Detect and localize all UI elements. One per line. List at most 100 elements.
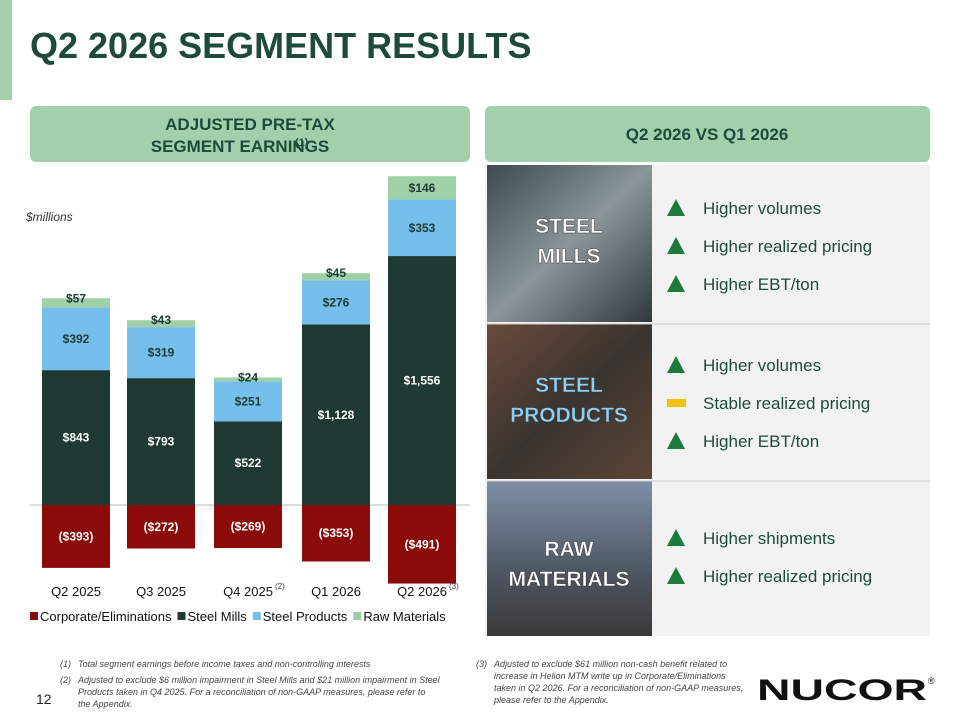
legend-label: Corporate/Eliminations [40, 609, 172, 624]
footnote: (2) Adjusted to exclude $6 million impair… [60, 674, 440, 710]
bar-segment [42, 307, 110, 371]
x-tick-label: Q2 2026 [397, 584, 447, 599]
logo-mark: ® [928, 676, 935, 686]
comparison-item: Higher volumes [703, 356, 821, 375]
comparison-item: Higher volumes [703, 199, 821, 218]
value-label: $319 [148, 346, 175, 360]
trend-flat-icon [667, 399, 686, 407]
trend-up-icon [667, 237, 685, 254]
comparison-item: Higher EBT/ton [703, 275, 819, 294]
bar-segment [388, 256, 456, 505]
bar-segment [388, 176, 456, 200]
bar-segment [42, 505, 110, 568]
bar-segment [214, 421, 282, 505]
trend-up-icon [667, 356, 685, 373]
bar-segment [42, 370, 110, 505]
comparison-item: Higher EBT/ton [703, 432, 819, 451]
bar-segment [127, 505, 195, 549]
trend-up-icon [667, 275, 685, 292]
logo: NUCOR [757, 674, 928, 707]
trend-up-icon [667, 432, 685, 449]
value-label: $522 [235, 456, 262, 470]
bar-segment [302, 280, 370, 325]
value-label: $353 [409, 221, 436, 235]
category-note: (3) [449, 582, 459, 591]
value-label: ($272) [144, 520, 179, 534]
header-box [30, 106, 470, 162]
value-label: ($393) [59, 529, 94, 543]
segment-photo [487, 165, 652, 322]
bar-segment [127, 327, 195, 379]
comparison-item: Higher realized pricing [703, 237, 872, 256]
value-label: $251 [235, 394, 262, 408]
footnote-text: Adjusted to exclude $6 million impairmen… [78, 675, 440, 709]
footnote-text: Adjusted to exclude $61 million non-cash… [494, 659, 744, 705]
footnote-marker: (3) [476, 659, 487, 669]
segment-photo [487, 324, 652, 479]
segment-label: STEEL [535, 374, 603, 397]
value-label: $1,128 [318, 408, 355, 422]
bar-segment [302, 324, 370, 505]
comparison-item: Higher realized pricing [703, 567, 872, 586]
x-tick-label: Q1 2026 [311, 584, 361, 599]
legend-swatch [177, 612, 186, 620]
trend-up-icon [667, 529, 685, 546]
unit-label: $millions [25, 210, 73, 224]
segment-label: MILLS [538, 245, 601, 268]
segment-label: MATERIALS [509, 568, 630, 591]
footnote-text: Total segment earnings before income tax… [78, 659, 371, 669]
x-tick-label: Q2 2025 [51, 584, 101, 599]
footnote-marker: (2) [60, 675, 71, 685]
bar-segment [214, 377, 282, 382]
segment-label: PRODUCTS [510, 404, 628, 427]
comparison-item: Higher shipments [703, 529, 835, 548]
bar-segment [127, 378, 195, 505]
x-tick-label: Q4 2025 [223, 584, 273, 599]
footnote-marker: (1) [60, 659, 71, 669]
value-label: $43 [151, 313, 171, 327]
legend-swatch [252, 612, 261, 620]
x-tick-label: Q3 2025 [136, 584, 186, 599]
bar-segment [388, 505, 456, 584]
value-label: $24 [238, 370, 258, 384]
bar-segment [127, 320, 195, 328]
legend-label: Steel Products [263, 609, 348, 624]
header-text: ADJUSTED PRE-TAX [165, 115, 335, 134]
segment-photo [487, 481, 652, 636]
header-text: Q2 2026 VS Q1 2026 [626, 125, 789, 144]
page-number: 12 [36, 691, 52, 707]
value-label: $45 [326, 266, 346, 280]
value-label: ($269) [231, 520, 266, 534]
value-label: ($353) [319, 526, 354, 540]
bar-segment [388, 199, 456, 257]
value-label: ($491) [405, 537, 440, 551]
footnote: (1) Total segment earnings before income … [60, 658, 460, 670]
comparison-item: Stable realized pricing [703, 394, 870, 413]
header-note: (1) [295, 137, 309, 149]
bar-segment [302, 505, 370, 562]
trend-up-icon [667, 567, 685, 584]
header-text: ADJUSTED PRE-TAX SEGMENT EARNINGS [151, 115, 336, 156]
segment-label: RAW [545, 538, 594, 561]
bar-segment [214, 505, 282, 549]
value-label: $1,556 [404, 374, 441, 388]
category-note: (2) [275, 582, 285, 591]
segment-label: STEEL [535, 215, 603, 238]
legend-label: Steel Mills [188, 609, 248, 624]
value-label: $793 [148, 435, 175, 449]
trend-up-icon [667, 199, 685, 216]
value-label: $57 [66, 291, 86, 305]
legend-label: Raw Materials [363, 609, 446, 624]
legend-swatch [30, 612, 38, 620]
bar-segment [302, 273, 370, 281]
bar-segment [42, 298, 110, 308]
value-label: $276 [323, 295, 350, 309]
footnote: (3) Adjusted to exclude $61 million non-c… [476, 658, 746, 706]
value-label: $843 [63, 431, 90, 445]
header-box [485, 106, 930, 162]
value-label: $146 [409, 181, 436, 195]
legend-swatch [353, 612, 362, 620]
bar-segment [214, 381, 282, 422]
